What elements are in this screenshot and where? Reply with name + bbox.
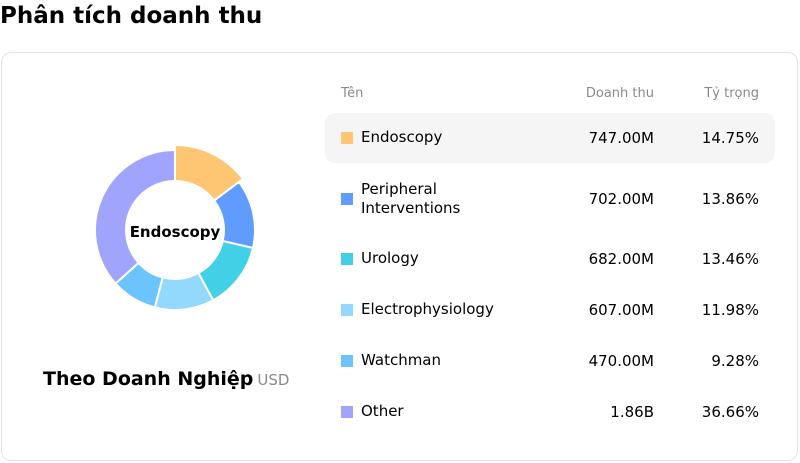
row-revenue: 1.86B: [610, 403, 654, 421]
table-row[interactable]: Watchman 470.00M 9.28%: [325, 336, 775, 386]
row-share: 11.98%: [701, 301, 759, 319]
row-revenue: 607.00M: [588, 301, 654, 319]
header-share: Tỷ trọng: [704, 86, 759, 101]
page-title: Phân tích doanh thu: [0, 3, 263, 29]
row-revenue: 682.00M: [588, 250, 654, 268]
row-name: Electrophysiology: [361, 300, 494, 318]
color-swatch: [341, 304, 353, 316]
table-row[interactable]: Other 1.86B 36.66%: [325, 387, 775, 437]
chart-subtitle: Theo Doanh Nghiệp USD: [43, 368, 289, 390]
donut-chart[interactable]: Endoscopy: [94, 145, 256, 315]
color-swatch: [341, 406, 353, 418]
row-revenue: 702.00M: [588, 190, 654, 208]
row-share: 14.75%: [701, 129, 759, 147]
table-row[interactable]: Endoscopy 747.00M 14.75%: [325, 113, 775, 163]
table-row[interactable]: Urology 682.00M 13.46%: [325, 234, 775, 284]
header-revenue: Doanh thu: [585, 86, 654, 101]
row-share: 9.28%: [711, 352, 759, 370]
donut-segment[interactable]: [174, 145, 245, 202]
donut-segment[interactable]: [94, 148, 176, 285]
row-share: 36.66%: [701, 403, 759, 421]
currency-unit: USD: [257, 371, 290, 389]
row-name: Endoscopy: [361, 128, 443, 146]
row-revenue: 747.00M: [588, 129, 654, 147]
row-name: Watchman: [361, 351, 442, 369]
color-swatch: [341, 355, 353, 367]
table-row[interactable]: Peripheral Interventions 702.00M 13.86%: [325, 174, 775, 224]
color-swatch: [341, 132, 353, 144]
donut-center-label: Endoscopy: [129, 223, 221, 241]
subtitle-text: Theo Doanh Nghiệp: [43, 368, 254, 390]
row-name: Urology: [361, 249, 419, 267]
row-share: 13.86%: [701, 190, 759, 208]
donut-svg[interactable]: [94, 145, 256, 315]
color-swatch: [341, 253, 353, 265]
row-revenue: 470.00M: [588, 352, 654, 370]
row-name: Peripheral Interventions: [361, 180, 461, 217]
row-name: Other: [361, 402, 404, 420]
row-share: 13.46%: [701, 250, 759, 268]
table-row[interactable]: Electrophysiology 607.00M 11.98%: [325, 285, 775, 335]
header-name: Tên: [341, 86, 364, 101]
color-swatch: [341, 193, 353, 205]
